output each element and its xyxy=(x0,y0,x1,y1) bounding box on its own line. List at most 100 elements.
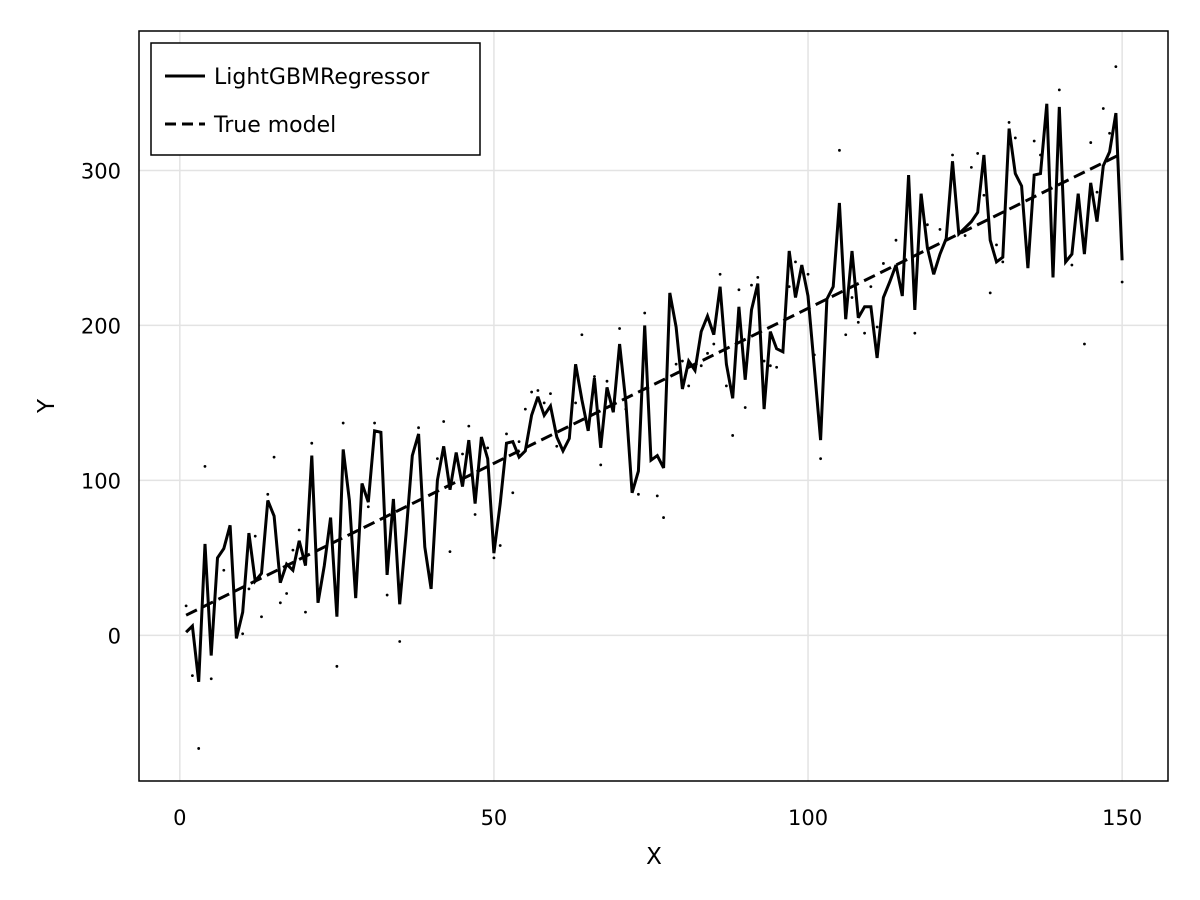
observation-point xyxy=(291,548,295,552)
observation-point xyxy=(467,424,471,428)
observation-point xyxy=(643,311,647,315)
observation-point xyxy=(743,406,747,409)
observation-point xyxy=(498,544,502,547)
observation-point xyxy=(373,421,376,425)
observation-point xyxy=(530,390,534,394)
observation-point xyxy=(442,420,446,423)
observation-point xyxy=(1095,190,1099,194)
observation-point xyxy=(247,587,251,591)
observation-point xyxy=(662,516,665,519)
observation-point xyxy=(655,494,659,498)
plot-marks xyxy=(184,65,1124,750)
observation-point xyxy=(580,333,584,337)
observation-point xyxy=(1083,342,1086,346)
plot-frame xyxy=(138,30,1169,782)
observation-point xyxy=(1108,131,1111,135)
observation-point xyxy=(819,457,823,461)
observation-point xyxy=(618,327,621,330)
observation-point xyxy=(549,392,552,396)
observation-point xyxy=(838,148,841,152)
legend-label-lightgbm: LightGBMRegressor xyxy=(214,65,430,90)
x-tick-label: 100 xyxy=(788,806,828,830)
observation-point xyxy=(341,421,345,425)
observation-point xyxy=(768,364,772,368)
observation-point xyxy=(599,463,603,467)
observation-point xyxy=(385,593,389,597)
legend-box xyxy=(150,42,481,156)
lightgbm-line xyxy=(185,103,1124,682)
observation-point xyxy=(674,362,678,366)
observation-point xyxy=(304,610,307,614)
observation-point xyxy=(844,333,848,337)
y-axis-label: Y xyxy=(34,398,60,414)
y-tick-label: 300 xyxy=(81,159,121,183)
observation-point xyxy=(505,432,508,436)
observation-point xyxy=(637,492,640,496)
observation-point xyxy=(1057,88,1061,92)
observation-point xyxy=(863,331,866,335)
observation-point xyxy=(285,592,289,595)
observation-point xyxy=(925,223,929,227)
observation-point xyxy=(366,505,370,509)
observation-point xyxy=(486,446,490,450)
observation-point xyxy=(492,556,496,560)
observation-point xyxy=(894,238,898,242)
observation-point xyxy=(260,615,263,619)
observation-point xyxy=(882,262,885,265)
observation-point xyxy=(266,492,270,496)
observation-point xyxy=(750,283,753,287)
observation-point xyxy=(542,401,546,405)
observation-point xyxy=(963,234,967,237)
observation-point xyxy=(1013,136,1017,140)
observation-point xyxy=(1114,65,1118,69)
observation-point xyxy=(1007,121,1011,124)
observation-point xyxy=(297,528,301,532)
observation-point xyxy=(913,331,917,335)
observation-point xyxy=(762,359,766,363)
observation-point xyxy=(197,747,201,750)
observation-point xyxy=(222,568,226,572)
observation-point xyxy=(737,288,741,292)
y-tick-label: 100 xyxy=(81,469,121,493)
observation-point xyxy=(335,664,339,668)
x-axis-label: X xyxy=(646,844,662,870)
observation-point xyxy=(517,440,521,444)
observation-point xyxy=(278,601,282,605)
observation-point xyxy=(461,452,464,456)
observation-point xyxy=(1001,260,1005,264)
observation-point xyxy=(398,640,402,643)
observation-point xyxy=(574,401,578,405)
x-tick-label: 150 xyxy=(1102,806,1142,830)
observation-point xyxy=(988,291,992,295)
x-tick-labels: 0 50 100 150 xyxy=(173,806,1142,830)
observation-point xyxy=(869,285,873,289)
observation-point xyxy=(794,260,797,264)
observation-point xyxy=(850,296,854,299)
observation-point xyxy=(995,243,998,247)
observation-point xyxy=(1032,139,1036,143)
observation-point xyxy=(938,227,942,231)
x-tick-label: 50 xyxy=(481,806,508,830)
observation-point xyxy=(435,457,439,461)
y-tick-label: 200 xyxy=(81,314,121,338)
observation-point xyxy=(687,384,691,388)
observation-point xyxy=(511,491,515,495)
observation-point xyxy=(706,351,709,355)
observation-point xyxy=(1101,107,1105,110)
observation-point xyxy=(209,677,213,681)
y-tick-label: 0 xyxy=(108,624,121,648)
observation-point xyxy=(310,441,314,445)
observation-point xyxy=(712,342,716,346)
legend-label-true-model: True model xyxy=(213,113,336,138)
observation-point xyxy=(718,272,722,276)
grid xyxy=(139,31,1168,781)
observation-point xyxy=(190,674,194,678)
observation-point xyxy=(241,632,245,636)
observation-point xyxy=(731,434,735,437)
observation-point xyxy=(473,513,477,516)
observation-point xyxy=(1070,263,1074,267)
observation-point xyxy=(536,389,540,392)
y-tick-labels: 0 100 200 300 xyxy=(81,159,121,648)
observation-point xyxy=(951,153,954,157)
